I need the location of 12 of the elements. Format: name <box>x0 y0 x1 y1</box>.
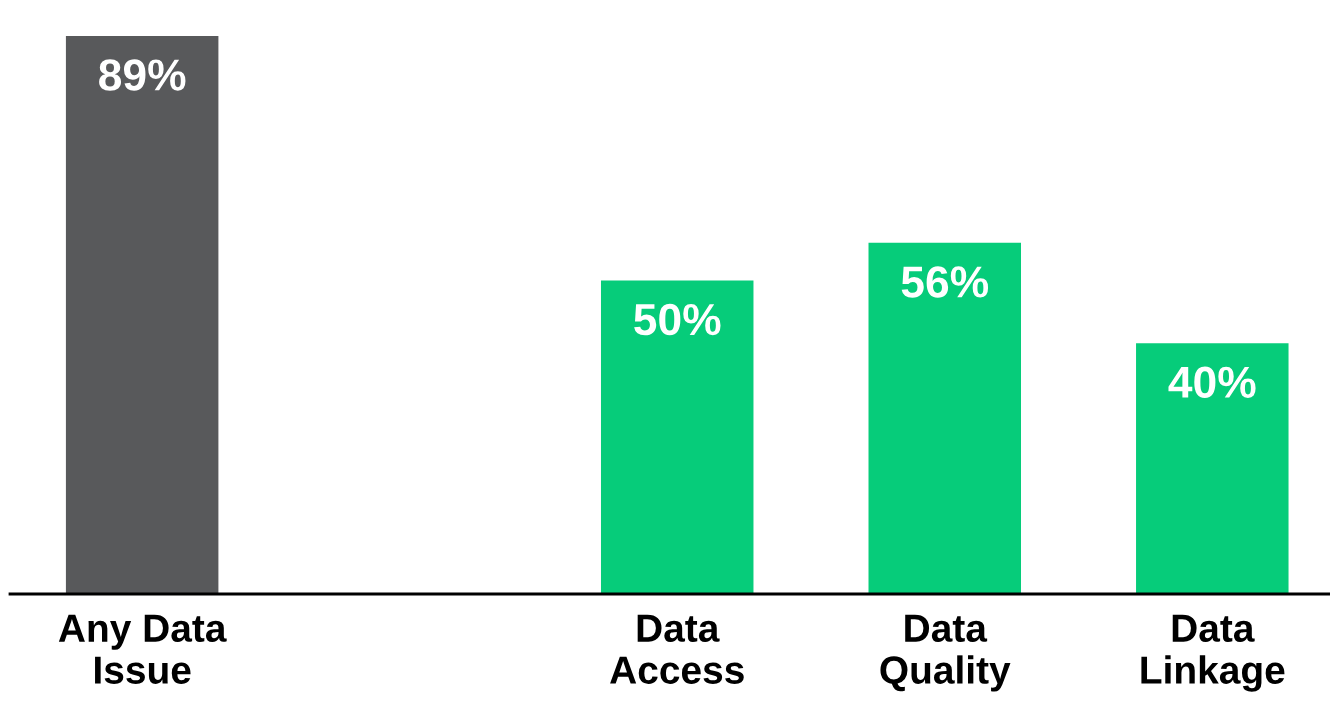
data-label: 40% <box>1168 366 1256 399</box>
data-label: 50% <box>634 303 721 336</box>
bar <box>600 280 754 594</box>
data-label: 56% <box>901 266 989 298</box>
x-tick-label: Data Access <box>610 614 744 684</box>
bar <box>868 242 1021 594</box>
bar <box>65 35 219 594</box>
x-tick-label: Data Linkage <box>1141 614 1285 692</box>
x-tick-label: Data Quality <box>880 614 1011 692</box>
x-tick-label: Any Data Issue <box>58 614 227 684</box>
data-label: 89% <box>99 59 186 91</box>
bar <box>1136 343 1289 594</box>
